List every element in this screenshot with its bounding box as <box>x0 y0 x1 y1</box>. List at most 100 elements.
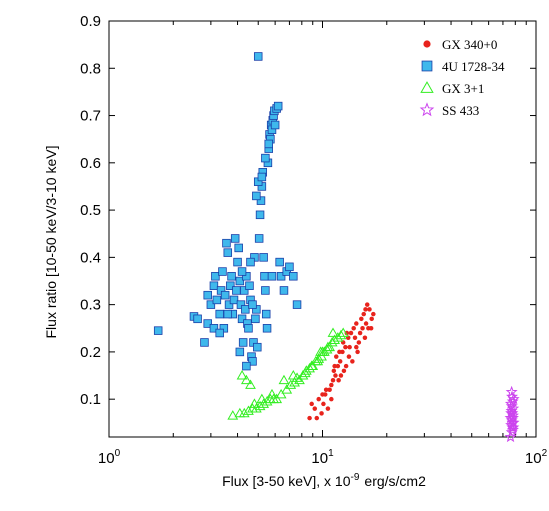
x-axis-label-unit: erg/s/cm2 <box>364 473 426 489</box>
data-point <box>248 357 257 366</box>
y-tick-label: 0.2 <box>80 344 101 361</box>
data-point <box>237 314 247 324</box>
data-point <box>360 326 365 331</box>
data-point <box>327 327 339 337</box>
data-point <box>215 328 224 338</box>
data-point <box>270 120 280 130</box>
data-point <box>329 382 334 388</box>
data-point <box>200 338 209 347</box>
data-point <box>291 372 303 382</box>
data-point <box>354 344 359 350</box>
data-point <box>337 349 342 355</box>
data-point <box>248 300 257 309</box>
data-point <box>242 272 251 281</box>
data-point <box>227 410 239 420</box>
data-point <box>337 359 343 364</box>
data-point <box>325 406 331 411</box>
data-point <box>367 307 372 312</box>
data-point <box>234 243 243 253</box>
data-point <box>363 307 368 312</box>
data-point <box>332 332 344 342</box>
data-point <box>306 360 318 371</box>
data-point <box>278 374 290 385</box>
data-point <box>287 369 299 380</box>
data-point <box>285 262 294 272</box>
data-point <box>259 253 268 262</box>
data-point <box>355 349 360 355</box>
x-tick-label: 100 <box>98 448 121 467</box>
y-tick-label: 0.8 <box>80 60 101 77</box>
legend-marker <box>419 102 435 117</box>
legend-marker <box>423 40 431 48</box>
y-tick-label: 0.1 <box>80 391 101 408</box>
data-point <box>261 395 273 406</box>
data-point <box>224 300 234 309</box>
data-point <box>275 388 287 399</box>
data-point <box>361 311 366 317</box>
data-point <box>276 272 286 281</box>
data-point <box>244 324 253 333</box>
data-point <box>329 396 334 402</box>
data-point <box>227 272 236 281</box>
data-point <box>236 369 248 380</box>
y-tick-label: 0.9 <box>80 13 101 30</box>
data-point <box>243 405 254 415</box>
data-point <box>338 373 344 378</box>
data-point <box>261 153 270 163</box>
data-point <box>193 314 202 324</box>
data-point <box>505 385 518 398</box>
y-axis-label: Flux ratio [10-50 keV/3-10 keV] <box>43 146 59 339</box>
data-point <box>335 329 347 340</box>
data-point <box>348 330 354 336</box>
x-tick-base: 10 <box>311 450 328 467</box>
data-point <box>331 368 337 374</box>
data-point <box>330 378 336 383</box>
data-point <box>352 335 358 340</box>
data-point <box>369 316 374 322</box>
data-point <box>357 330 363 336</box>
data-point <box>299 367 311 378</box>
data-point <box>333 373 338 378</box>
data-point <box>359 316 364 322</box>
data-point <box>264 139 273 149</box>
data-point <box>261 309 271 319</box>
data-point <box>220 290 230 300</box>
data-point <box>334 354 339 359</box>
x-tick-label: 101 <box>311 448 334 467</box>
x-axis-label: Flux [3-50 keV], x 10-9 erg/s/cm2 <box>222 472 426 489</box>
data-point <box>229 295 239 305</box>
data-point <box>323 387 329 392</box>
data-point <box>203 319 212 328</box>
data-point <box>235 347 245 357</box>
data-point <box>209 281 219 290</box>
data-point <box>237 267 247 276</box>
data-point <box>245 379 256 389</box>
data-point <box>337 327 349 337</box>
x-tick-exponent: 1 <box>328 448 334 459</box>
data-point <box>254 234 264 243</box>
data-point <box>320 392 325 397</box>
data-point <box>235 276 245 286</box>
data-point <box>362 335 368 340</box>
data-point <box>264 393 276 404</box>
data-point <box>257 172 267 182</box>
data-point <box>371 311 376 317</box>
data-point <box>289 377 300 387</box>
data-point <box>312 406 318 411</box>
data-point <box>271 393 283 404</box>
data-point <box>281 384 293 394</box>
data-point <box>275 257 284 267</box>
data-point <box>356 340 362 345</box>
data-point <box>232 286 241 295</box>
data-point <box>336 378 341 383</box>
data-point <box>321 401 326 407</box>
data-point <box>218 267 227 276</box>
x-tick-exponent: 0 <box>115 448 121 459</box>
y-tick-label: 0.6 <box>80 155 101 172</box>
legend-label: GX 3+1 <box>442 81 484 96</box>
data-point <box>307 415 312 421</box>
series-2 <box>227 327 349 420</box>
data-point <box>332 363 337 369</box>
data-point <box>341 368 347 374</box>
